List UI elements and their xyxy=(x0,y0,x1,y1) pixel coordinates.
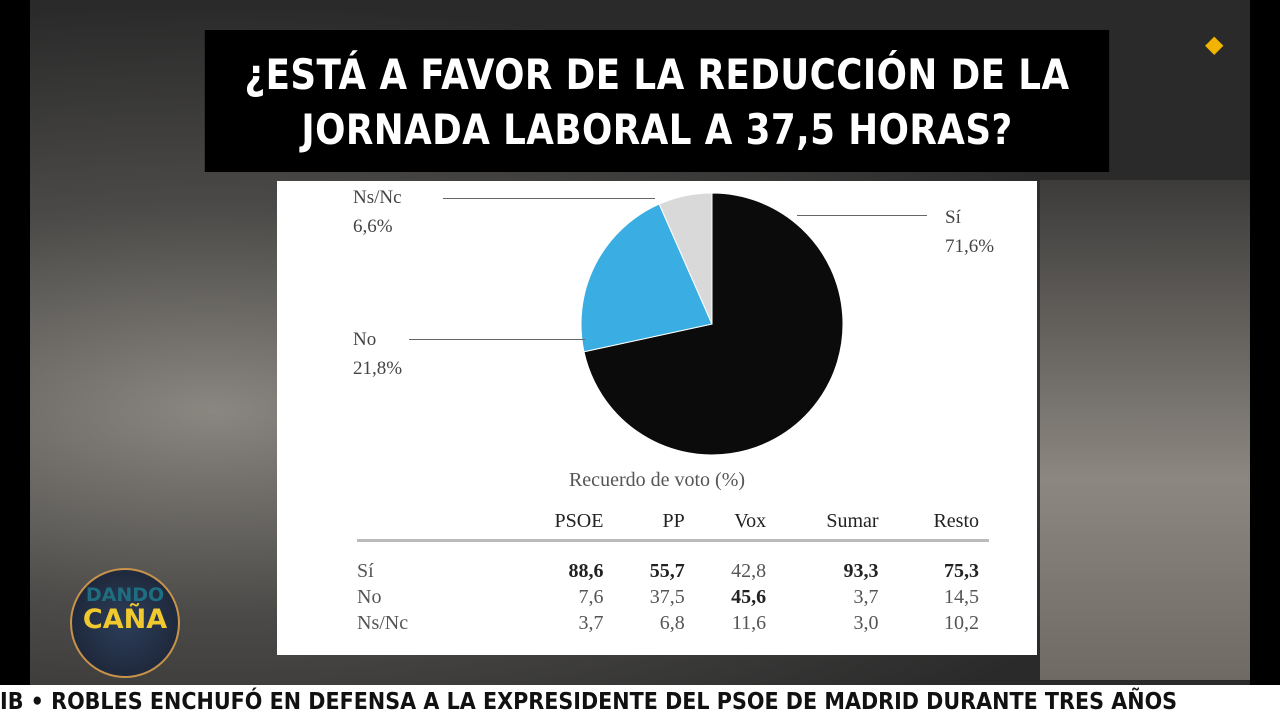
label-si: Sí 71,6% xyxy=(945,207,995,257)
cell-value: 11,6 xyxy=(731,612,767,634)
pie-slice-s xyxy=(583,192,844,456)
cell-value: 88,6 xyxy=(568,560,604,582)
pie-chart xyxy=(580,192,844,456)
poll-card: Ns/Nc 6,6% Sí 71,6% No 21,8% Recuerdo de vo… xyxy=(277,181,1037,655)
vote-table: PSOE PP Vox Sumar Resto Sí 88,6 55,7 42,8 93… xyxy=(357,507,989,637)
dando-cana-logo: DANDO CAÑA xyxy=(70,568,180,678)
headline-line-2: JORNADA LABORAL A 37,5 HORAS? xyxy=(301,105,1013,154)
news-ticker: IB • ROBLES ENCHUFÓ EN DEFENSA A LA EXPR… xyxy=(0,685,1280,720)
cell-value: 7,6 xyxy=(578,586,604,608)
col-header: Resto xyxy=(888,507,989,542)
cell-value: 6,8 xyxy=(659,612,685,634)
row-label: Ns/Nc xyxy=(357,612,409,634)
background-video-right xyxy=(1040,180,1250,680)
headline-line-1: ¿ESTÁ A FAVOR DE LA REDUCCIÓN DE LA xyxy=(244,50,1070,99)
table-row: Sí 88,6 55,7 42,8 93,3 75,3 xyxy=(357,541,989,586)
pie-slice-nsnc xyxy=(658,192,713,325)
cell-value: 55,7 xyxy=(649,560,685,582)
cell-value: 42,8 xyxy=(731,560,767,582)
cell-value: 45,6 xyxy=(731,586,767,608)
cell-value: 3,7 xyxy=(578,612,604,634)
cell-value: 37,5 xyxy=(649,586,685,608)
col-header: Sumar xyxy=(776,507,889,542)
label-no: No 21,8% xyxy=(353,329,403,379)
row-label: Sí xyxy=(357,560,374,582)
label-nsnc: Ns/Nc 6,6% xyxy=(353,187,402,237)
col-header: PP xyxy=(613,507,695,542)
cell-value: 3,7 xyxy=(853,586,879,608)
cell-value: 14,5 xyxy=(944,586,979,608)
cell-value: 10,2 xyxy=(944,612,979,634)
row-label: No xyxy=(357,586,382,608)
spain-logo-icon: ◆ xyxy=(1205,31,1224,58)
col-header: PSOE xyxy=(507,507,614,542)
cell-value: 3,0 xyxy=(853,612,879,634)
table-title: Recuerdo de voto (%) xyxy=(568,469,746,491)
cell-value: 75,3 xyxy=(944,560,979,582)
table-row: No 7,6 37,5 45,6 3,7 14,5 xyxy=(357,585,989,611)
col-header: Vox xyxy=(694,507,777,542)
table-row: Ns/Nc 3,7 6,8 11,6 3,0 10,2 xyxy=(357,611,989,637)
cell-value: 93,3 xyxy=(843,560,879,582)
headline-banner: ¿ESTÁ A FAVOR DE LA REDUCCIÓN DE LA JORN… xyxy=(204,30,1110,172)
pie-slice-no xyxy=(580,203,713,353)
